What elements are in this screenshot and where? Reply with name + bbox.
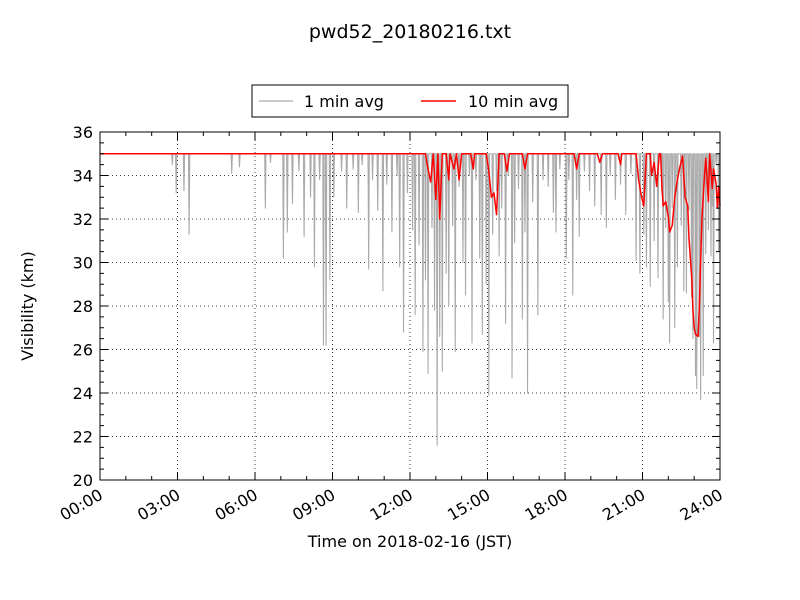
series-1-min-avg-line [100, 153, 720, 446]
x-tick-label: 21:00 [599, 485, 648, 525]
x-tick-label: 18:00 [522, 485, 571, 525]
legend-label-1-min-avg: 1 min avg [304, 92, 384, 111]
y-tick-label: 24 [73, 384, 93, 403]
y-tick-label: 36 [73, 123, 93, 142]
x-tick-label: 06:00 [212, 485, 261, 525]
y-tick-labels: 20 22 24 26 28 30 32 34 36 [73, 123, 93, 490]
data-series [100, 153, 721, 446]
plot-frame [99, 131, 721, 481]
y-tick-label: 28 [73, 297, 93, 316]
y-tick-label: 26 [73, 341, 93, 360]
x-tick-label: 09:00 [289, 485, 338, 525]
series-10-min-avg-line [100, 153, 721, 338]
y-tick-label: 34 [73, 167, 93, 186]
x-tick-label: 24:00 [677, 485, 726, 525]
legend-box [251, 84, 569, 118]
legend-label-10-min-avg: 10 min avg [468, 92, 558, 111]
x-tick-label: 00:00 [57, 485, 106, 525]
y-axis-label: Visibility (km) [18, 251, 37, 360]
y-tick-label: 32 [73, 210, 93, 229]
legend: 1 min avg 10 min avg [251, 84, 569, 118]
x-tick-label: 12:00 [367, 485, 416, 525]
grid-lines [100, 132, 720, 480]
x-tick-label: 03:00 [134, 485, 183, 525]
x-tick-labels: 00:00 03:00 06:00 09:00 12:00 15:00 18:00 21:00… [57, 485, 726, 525]
x-axis-label: Time on 2018-02-16 (JST) [307, 532, 512, 551]
y-tick-label: 22 [73, 428, 93, 447]
x-tick-label: 15:00 [444, 485, 493, 525]
y-tick-label: 30 [73, 254, 93, 273]
y-tick-label: 20 [73, 471, 93, 490]
chart-title: pwd52_20180216.txt [309, 21, 511, 43]
